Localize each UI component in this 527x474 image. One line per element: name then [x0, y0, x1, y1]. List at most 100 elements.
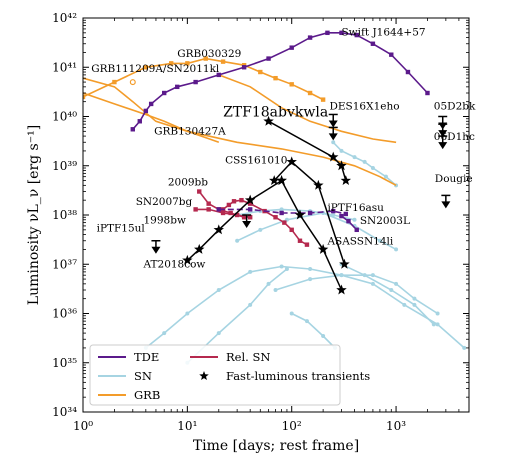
- series-layer: [83, 30, 467, 365]
- data-point: [339, 273, 344, 278]
- data-point: [168, 61, 174, 66]
- legend-label: Rel. SN: [226, 350, 270, 364]
- limit-head: [242, 221, 252, 228]
- data-point: [389, 52, 394, 57]
- data-point: [248, 269, 253, 274]
- data-point: [162, 331, 167, 336]
- series-line: [83, 77, 397, 187]
- data-point-star: [336, 284, 347, 295]
- data-point: [389, 288, 394, 293]
- data-point: [234, 212, 240, 218]
- data-point: [175, 84, 180, 90]
- annotation-label: iPTF15ul: [97, 223, 146, 235]
- data-point: [248, 302, 253, 307]
- legend-item-grb: GRB: [98, 388, 160, 402]
- data-point: [435, 311, 440, 316]
- data-point: [203, 56, 208, 61]
- data-point: [308, 267, 313, 272]
- data-point: [331, 208, 336, 214]
- data-point: [320, 97, 326, 102]
- x-tick-label: 10¹: [177, 419, 197, 433]
- data-point: [266, 281, 271, 286]
- data-point: [304, 242, 310, 247]
- data-point: [258, 69, 263, 75]
- y-tick-label: 10³⁹: [52, 159, 77, 173]
- upper-limit-arrow: [441, 194, 451, 209]
- data-point: [216, 207, 221, 212]
- annotation-label: 1998bw: [144, 215, 186, 227]
- data-point: [279, 264, 284, 269]
- data-point: [402, 302, 407, 307]
- data-point: [346, 218, 351, 224]
- data-point-star: [263, 115, 274, 126]
- data-point: [226, 202, 232, 208]
- data-point: [148, 101, 154, 107]
- series-line: [273, 160, 346, 265]
- series-grb: [218, 74, 397, 144]
- data-point: [193, 207, 198, 212]
- open-marker: [129, 79, 136, 86]
- data-point: [412, 302, 417, 307]
- data-point: [279, 207, 284, 212]
- data-point: [247, 215, 253, 220]
- limit-head: [151, 246, 161, 254]
- data-point: [377, 238, 382, 243]
- series-line: [291, 312, 336, 349]
- limit-head: [438, 130, 448, 138]
- limit-head: [328, 133, 338, 141]
- x-axis-label: Time [days; rest frame]: [193, 438, 359, 454]
- data-point: [425, 90, 430, 96]
- limit-head: [328, 120, 338, 128]
- y-tick-label: 10³⁵: [52, 356, 77, 370]
- data-point: [193, 79, 198, 85]
- data-point-star: [194, 243, 205, 254]
- y-tick-label: 10³⁸: [52, 208, 77, 222]
- annotation-label: Swift J1644+57: [341, 27, 425, 39]
- data-point: [307, 210, 313, 216]
- data-point-star: [340, 175, 352, 186]
- data-point: [289, 227, 294, 233]
- annotation-label: AT2018cow: [143, 259, 206, 271]
- legend-label: TDE: [134, 350, 159, 364]
- data-point-star: [213, 224, 224, 235]
- data-point: [370, 281, 375, 286]
- data-point: [307, 35, 313, 40]
- data-point: [370, 166, 375, 171]
- annotation-label: ASASSN14li: [326, 236, 393, 248]
- data-point: [308, 277, 313, 282]
- series-line: [218, 208, 346, 215]
- y-tick-label: 10⁴¹: [52, 60, 77, 74]
- series-line: [280, 180, 343, 291]
- annotation-label: 06D1hc: [434, 131, 475, 143]
- data-point-star: [244, 194, 256, 205]
- data-point: [307, 90, 313, 96]
- data-point: [352, 155, 357, 160]
- data-point: [394, 247, 399, 252]
- y-tick-label: 10³⁷: [52, 257, 77, 271]
- legend-label: SN: [134, 369, 152, 383]
- data-point: [383, 174, 388, 179]
- series-line: [236, 208, 355, 221]
- annotation-label: 2009bb: [168, 176, 208, 188]
- legend-label: GRB: [134, 388, 160, 402]
- data-point: [339, 30, 344, 36]
- data-point-star: [336, 160, 347, 171]
- series-line: [268, 120, 347, 181]
- data-point-star: [313, 179, 324, 190]
- data-point: [143, 65, 149, 70]
- data-point: [370, 273, 375, 278]
- legend-item-fast-luminous-transients: Fast-luminous transients: [199, 369, 370, 383]
- data-point: [220, 210, 226, 216]
- annotation-label: GRB030329: [177, 48, 241, 60]
- data-point-star: [276, 175, 287, 186]
- data-point: [289, 45, 294, 50]
- series-line: [222, 199, 308, 246]
- data-point: [289, 82, 294, 87]
- annotation-label: SN2003L: [360, 215, 410, 227]
- data-point: [83, 94, 86, 100]
- annotation-label: DES16X1eho: [329, 100, 399, 112]
- data-point: [258, 227, 263, 232]
- annotation-label: iPTF16asu: [327, 202, 384, 214]
- series-asassn14li: [339, 213, 359, 233]
- series-grb030329: [83, 56, 326, 102]
